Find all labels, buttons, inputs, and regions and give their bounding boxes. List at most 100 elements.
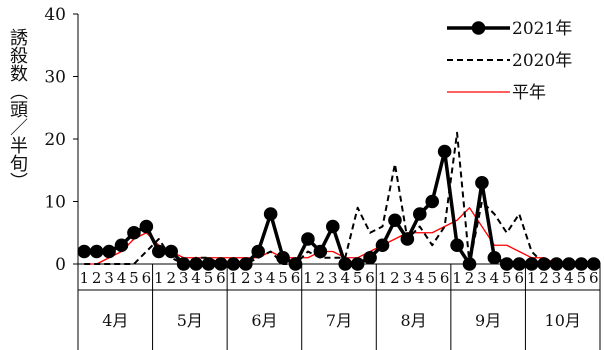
data-point xyxy=(214,257,228,271)
pentad-label: 2 xyxy=(92,269,102,287)
month-label: 9月 xyxy=(475,311,501,330)
pentad-label: 1 xyxy=(154,269,164,287)
data-point xyxy=(450,238,464,253)
pentad-label: 1 xyxy=(527,269,537,287)
data-point xyxy=(201,257,216,271)
data-point xyxy=(338,257,353,271)
data-point xyxy=(127,225,141,240)
data-point xyxy=(537,257,551,271)
data-point xyxy=(363,250,377,265)
pentad-label: 3 xyxy=(253,269,263,287)
data-point xyxy=(586,257,601,271)
pentad-label: 1 xyxy=(452,269,462,287)
data-point xyxy=(102,244,116,259)
data-point xyxy=(89,244,104,259)
pentad-label: 6 xyxy=(142,269,152,287)
pentad-label: 5 xyxy=(353,269,363,287)
pentad-label: 2 xyxy=(166,269,176,287)
data-point xyxy=(313,244,328,259)
month-label: 4月 xyxy=(102,311,128,330)
pentad-label: 1 xyxy=(229,269,239,287)
pentad-label: 2 xyxy=(465,269,475,287)
pentad-label: 3 xyxy=(104,269,114,287)
data-point xyxy=(499,257,514,271)
pentad-label: 1 xyxy=(378,269,388,287)
data-point xyxy=(437,144,452,159)
data-point xyxy=(276,250,290,265)
month-label: 6月 xyxy=(251,311,277,330)
legend-label: 2020年 xyxy=(512,51,572,71)
pentad-label: 4 xyxy=(191,269,201,287)
pentad-label: 1 xyxy=(303,269,313,287)
pentad-label: 5 xyxy=(204,269,214,287)
data-point xyxy=(388,213,402,228)
data-point xyxy=(263,207,278,221)
data-point xyxy=(462,257,477,271)
pentad-label: 6 xyxy=(216,269,226,287)
pentad-label: 2 xyxy=(390,269,400,287)
legend-label: 平年 xyxy=(512,83,546,103)
pentad-label: 4 xyxy=(266,269,276,287)
data-point xyxy=(400,232,415,246)
pentad-label: 5 xyxy=(427,269,437,287)
data-point xyxy=(325,219,340,234)
y-ticks: 0 10 20 30 40 xyxy=(44,5,78,275)
pentad-label: 5 xyxy=(502,269,512,287)
month-label: 8月 xyxy=(400,311,426,330)
pentad-label: 2 xyxy=(539,269,549,287)
data-point xyxy=(226,257,241,271)
pentad-label: 5 xyxy=(129,269,139,287)
data-point xyxy=(475,175,489,190)
pentad-label: 1 xyxy=(79,269,89,287)
month-label: 5月 xyxy=(177,311,203,330)
data-point xyxy=(251,244,266,259)
pentad-label: 6 xyxy=(365,269,375,287)
pentad-label: 5 xyxy=(577,269,587,287)
y-tick-label: 20 xyxy=(44,130,66,150)
y-tick-label: 30 xyxy=(44,68,66,88)
pentad-label: 6 xyxy=(291,269,301,287)
data-point xyxy=(524,257,539,271)
data-point xyxy=(238,257,253,271)
y-tick-label: 0 xyxy=(55,255,66,275)
pentad-label: 6 xyxy=(514,269,524,287)
pentad-label: 4 xyxy=(340,269,350,287)
y-axis-title: 誘殺数（頭／半旬） xyxy=(7,28,28,190)
data-point xyxy=(375,238,390,253)
pentad-label: 2 xyxy=(241,269,251,287)
pentad-label: 3 xyxy=(179,269,189,287)
data-point xyxy=(574,257,589,271)
data-point xyxy=(139,219,154,234)
legend-marker xyxy=(471,21,486,35)
y-tick-label: 10 xyxy=(44,193,66,213)
data-point xyxy=(549,257,564,271)
y-tick-label: 40 xyxy=(44,5,66,25)
pentad-label: 6 xyxy=(440,269,450,287)
data-point xyxy=(425,194,440,209)
data-point xyxy=(176,257,191,271)
data-point xyxy=(412,207,427,221)
data-point xyxy=(114,238,129,253)
pentad-label: 2 xyxy=(316,269,326,287)
data-point xyxy=(487,250,502,265)
pentad-label: 4 xyxy=(117,269,127,287)
data-point xyxy=(77,244,92,259)
data-point xyxy=(350,257,365,271)
data-point xyxy=(288,257,303,271)
data-point xyxy=(189,257,203,271)
pentad-label: 4 xyxy=(490,269,500,287)
data-point xyxy=(512,257,527,271)
data-point xyxy=(301,232,315,246)
pentad-label: 6 xyxy=(589,269,599,287)
pentad-label: 3 xyxy=(552,269,562,287)
pentad-label: 4 xyxy=(415,269,425,287)
month-label: 10月 xyxy=(545,311,581,330)
pentad-label: 4 xyxy=(564,269,574,287)
legend-label: 2021年 xyxy=(512,19,572,39)
data-point xyxy=(164,244,179,259)
data-point xyxy=(151,244,166,259)
pentad-label: 3 xyxy=(403,269,413,287)
